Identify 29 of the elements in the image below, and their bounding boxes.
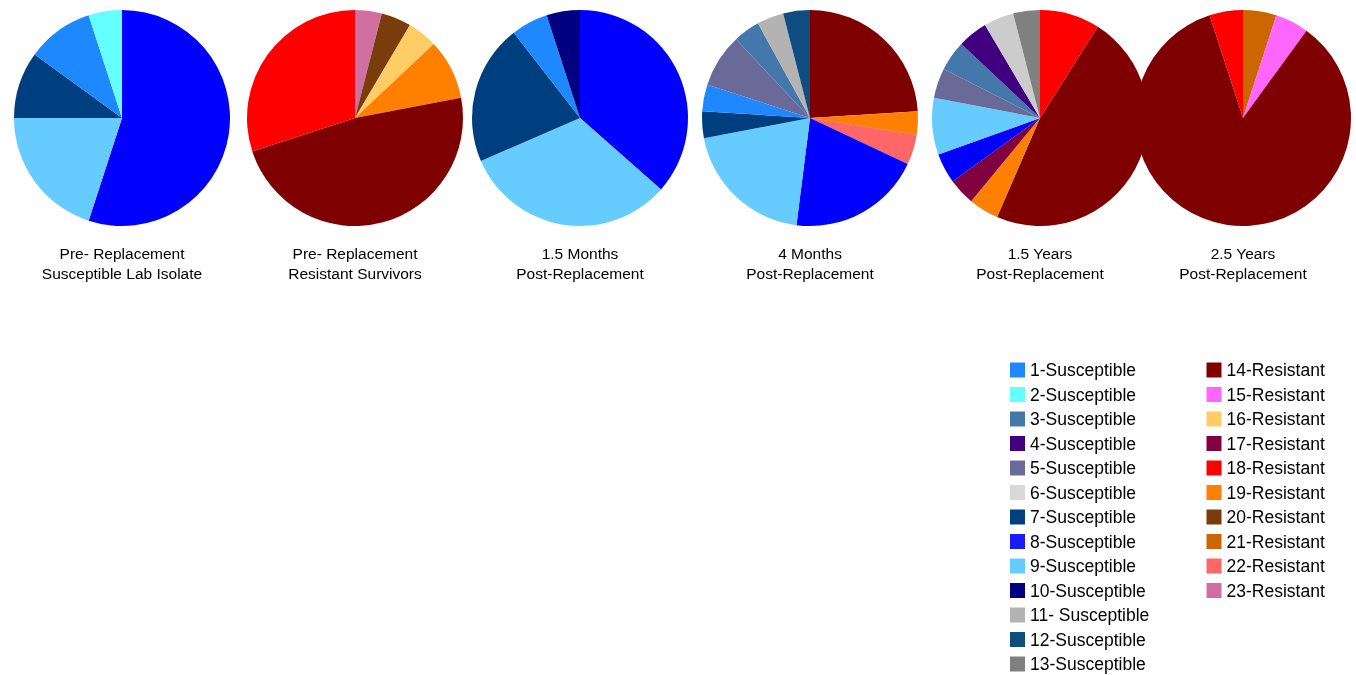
category-label: 9-Susceptible	[1030, 556, 1137, 576]
category-label: 2-Susceptible	[1030, 384, 1137, 405]
category-label: 1-Susceptible	[1030, 360, 1137, 380]
text: Pre- Replacement Resistant Survivors	[288, 244, 423, 282]
category-label: 5-Susceptible	[1030, 458, 1137, 478]
category-label: 4-Susceptible	[1030, 433, 1137, 454]
text: 1.5 Years Post-Replacement	[976, 244, 1105, 282]
category-label: 11- Susceptible	[1030, 605, 1150, 625]
category-label: 19-Resistant	[1226, 482, 1325, 503]
category-label: 13-Susceptible	[1030, 654, 1146, 674]
category-label: 23-Resistant	[1226, 580, 1325, 601]
category-label: 15-Resistant	[1226, 384, 1325, 405]
category-label: 16-Resistant	[1226, 409, 1325, 429]
text: 1.5 Months Post-Replacement	[516, 244, 645, 282]
category-label: 20-Resistant	[1226, 507, 1325, 527]
category-label: 12-Susceptible	[1030, 629, 1146, 650]
category-label: 17-Resistant	[1226, 433, 1325, 454]
category-label: 22-Resistant	[1226, 556, 1325, 576]
category-label: 6-Susceptible	[1030, 482, 1137, 503]
category-label: 18-Resistant	[1226, 458, 1325, 478]
text: 2.5 Years Post-Replacement	[1179, 244, 1308, 282]
category-label: 21-Resistant	[1226, 531, 1325, 552]
category-label: 10-Susceptible	[1030, 580, 1146, 601]
category-label: 14-Resistant	[1226, 360, 1325, 380]
category-label: 3-Susceptible	[1030, 409, 1137, 429]
category-label: 7-Susceptible	[1030, 507, 1137, 527]
text: 4 Months Post-Replacement	[746, 244, 875, 282]
text: Pre- Replacement Susceptible Lab Isolate	[41, 244, 203, 282]
category-label: 8-Susceptible	[1030, 531, 1137, 552]
